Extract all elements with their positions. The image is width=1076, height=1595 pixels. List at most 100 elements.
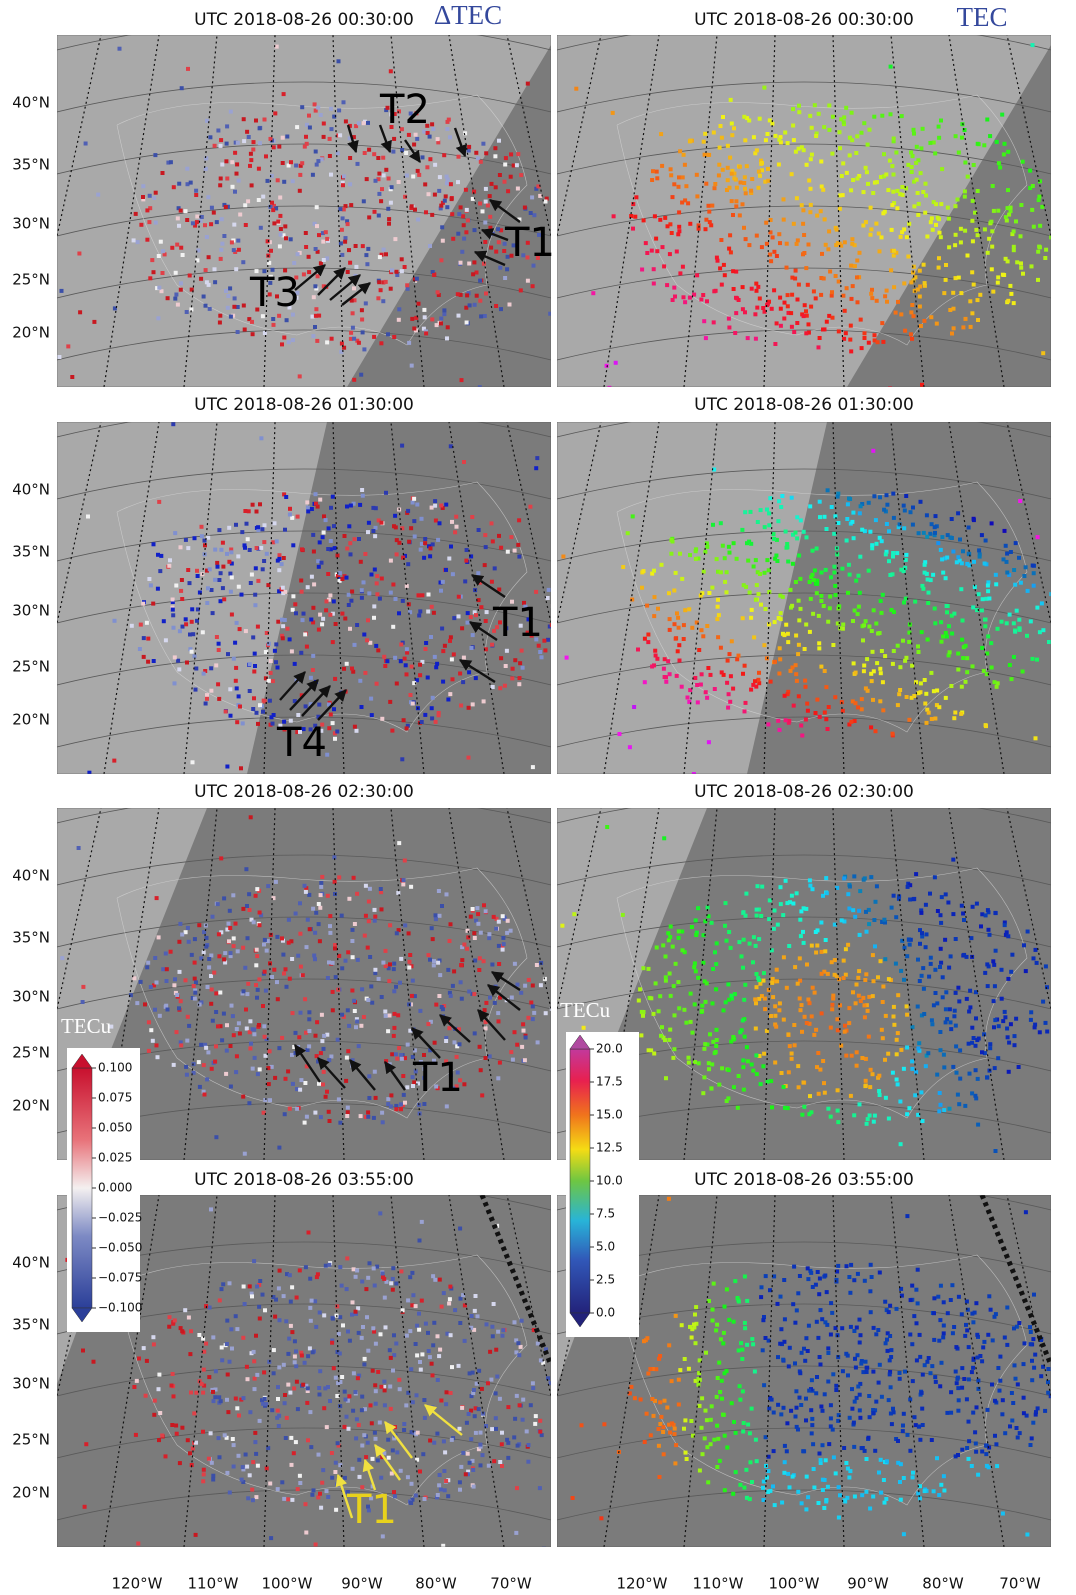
- observation-dot: [318, 613, 322, 617]
- observation-dot: [503, 163, 507, 167]
- observation-dot: [934, 202, 938, 206]
- observation-dot: [423, 541, 427, 545]
- observation-dot: [224, 710, 228, 714]
- observation-dot: [737, 1074, 741, 1078]
- observation-dot: [147, 220, 151, 224]
- observation-dot: [908, 1333, 912, 1337]
- observation-dot: [920, 974, 924, 978]
- observation-dot: [392, 962, 396, 966]
- observation-dot: [389, 1407, 393, 1411]
- observation-dot: [294, 1031, 298, 1035]
- observation-dot: [744, 585, 748, 589]
- observation-dot: [869, 206, 873, 210]
- observation-dot: [306, 1386, 310, 1390]
- observation-dot: [950, 517, 954, 521]
- observation-dot: [304, 1265, 308, 1269]
- observation-dot: [405, 283, 409, 287]
- observation-dot: [772, 1449, 776, 1453]
- observation-dot: [170, 1384, 174, 1388]
- observation-dot: [919, 146, 923, 150]
- observation-dot: [406, 1475, 410, 1479]
- observation-dot: [367, 900, 371, 904]
- observation-dot: [967, 526, 971, 530]
- observation-dot: [497, 240, 501, 244]
- observation-dot: [662, 264, 666, 268]
- observation-dot: [340, 966, 344, 970]
- observation-dot: [655, 249, 659, 253]
- panel-title: UTC 2018-08-26 03:55:00: [194, 1170, 414, 1190]
- observation-dot: [682, 637, 686, 641]
- observation-dot: [179, 246, 183, 250]
- observation-dot: [907, 222, 911, 226]
- observation-dot: [661, 245, 665, 249]
- observation-dot: [785, 1421, 789, 1425]
- observation-dot: [891, 1071, 895, 1075]
- observation-dot: [334, 622, 338, 626]
- observation-dot: [444, 568, 448, 572]
- observation-dot: [618, 732, 622, 736]
- observation-dot: [643, 680, 647, 684]
- observation-dot: [263, 970, 267, 974]
- observation-dot: [228, 687, 232, 691]
- observation-dot: [320, 561, 324, 565]
- observation-dot: [394, 1342, 398, 1346]
- observation-dot: [333, 677, 337, 681]
- observation-dot: [211, 1478, 215, 1482]
- observation-dot: [427, 953, 431, 957]
- observation-dot: [281, 136, 285, 140]
- observation-dot: [490, 521, 494, 525]
- observation-dot: [371, 1369, 375, 1373]
- observation-dot: [810, 1014, 814, 1018]
- observation-dot: [713, 186, 717, 190]
- observation-dot: [899, 1142, 903, 1146]
- observation-dot: [701, 634, 705, 638]
- observation-dot: [950, 1283, 954, 1287]
- observation-dot: [759, 1295, 763, 1299]
- observation-dot: [393, 1425, 397, 1429]
- observation-dot: [528, 505, 532, 509]
- observation-dot: [730, 639, 734, 643]
- observation-dot: [918, 1333, 922, 1337]
- observation-dot: [930, 1022, 934, 1026]
- observation-dot: [776, 519, 780, 523]
- observation-dot: [710, 204, 714, 208]
- observation-dot: [476, 1314, 480, 1318]
- observation-dot: [796, 982, 800, 986]
- observation-dot: [263, 938, 267, 942]
- observation-dot: [287, 340, 291, 344]
- observation-dot: [226, 294, 230, 298]
- observation-dot: [365, 638, 369, 642]
- observation-dot: [833, 973, 837, 977]
- observation-dot: [492, 1459, 496, 1463]
- observation-dot: [544, 200, 548, 204]
- observation-dot: [834, 593, 838, 597]
- observation-dot: [1010, 953, 1014, 957]
- observation-dot: [460, 1406, 464, 1410]
- observation-dot: [513, 658, 517, 662]
- observation-dot: [814, 1391, 818, 1395]
- observation-dot: [897, 897, 901, 901]
- observation-dot: [309, 1445, 313, 1449]
- observation-dot: [334, 975, 338, 979]
- observation-dot: [348, 627, 352, 631]
- observation-dot: [296, 515, 300, 519]
- observation-dot: [933, 717, 937, 721]
- observation-dot: [640, 586, 644, 590]
- observation-dot: [1031, 564, 1035, 568]
- observation-dot: [369, 984, 373, 988]
- observation-dot: [224, 289, 228, 293]
- observation-dot: [472, 1485, 476, 1489]
- observation-dot: [722, 263, 726, 267]
- observation-dot: [759, 1082, 763, 1086]
- observation-dot: [312, 1488, 316, 1492]
- observation-dot: [861, 638, 865, 642]
- observation-dot: [514, 1531, 518, 1535]
- observation-dot: [362, 1362, 366, 1366]
- observation-dot: [799, 1008, 803, 1012]
- observation-dot: [447, 1302, 451, 1306]
- observation-dot: [493, 154, 497, 158]
- observation-dot: [1040, 601, 1044, 605]
- observation-dot: [415, 277, 419, 281]
- observation-dot: [347, 603, 351, 607]
- observation-dot: [318, 540, 322, 544]
